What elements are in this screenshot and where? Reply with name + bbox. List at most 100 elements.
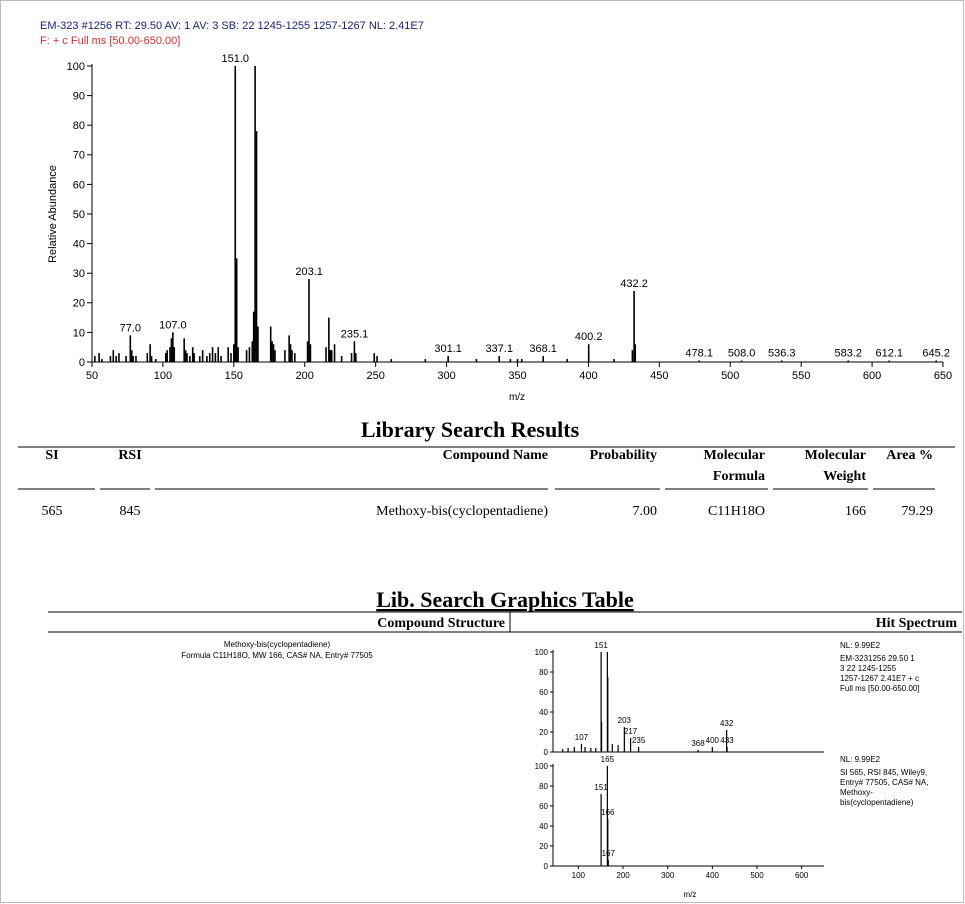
x-tick-label: 500: [721, 370, 739, 382]
peak-label: 612.1: [875, 348, 903, 360]
peak-label: 583.2: [834, 348, 862, 360]
peak-label: 508.0: [728, 348, 756, 360]
spectrum-note: bis(cyclopentadiene): [840, 798, 914, 807]
y-tick-label: 10: [73, 327, 85, 339]
peak-label: 645.2: [922, 348, 950, 360]
y-tick-label: 70: [73, 150, 85, 162]
peak-label: 203: [618, 716, 632, 725]
spectrum-note: Full ms [50.00-650.00]: [840, 684, 920, 693]
peak-label: 478.1: [685, 348, 713, 360]
peak-label: 107: [575, 733, 589, 742]
y-tick-label: 100: [535, 762, 549, 771]
column-header: Compound Structure: [377, 616, 505, 631]
y-tick-label: 0: [544, 748, 549, 757]
y-tick-label: 20: [539, 842, 548, 851]
y-tick-label: 90: [73, 90, 85, 102]
column-header: Hit Spectrum: [876, 616, 958, 631]
spectrum-header: EM-323 #1256 RT: 29.50 AV: 1 AV: 3 SB: 2…: [40, 20, 424, 32]
peak-label: 301.1: [434, 343, 462, 355]
y-tick-label: 50: [73, 209, 85, 221]
spectrum-note: NL: 9.99E2: [840, 641, 881, 650]
x-tick-label: 600: [863, 370, 881, 382]
peak-label: 536.3: [768, 348, 796, 360]
x-tick-label: 200: [616, 871, 630, 880]
peak-label: 235: [632, 736, 646, 745]
x-tick-label: 50: [86, 370, 98, 382]
peak-label: 400: [706, 736, 720, 745]
column-header: SI: [45, 448, 58, 463]
spectrum-note: Methoxy-: [840, 788, 873, 797]
peak-label: 151.0: [221, 53, 249, 65]
spectrum-note: SI 565, RSI 845, Wiley9,: [840, 768, 927, 777]
scan-filter: F: + c Full ms [50.00-650.00]: [40, 35, 180, 47]
spectrum-note: 3 22 1245-1255: [840, 664, 897, 673]
table-cell: 166: [845, 504, 866, 519]
x-tick-label: 200: [296, 370, 314, 382]
column-header: Compound Name: [443, 448, 548, 463]
y-tick-label: 40: [539, 708, 548, 717]
peak-label: 368: [691, 739, 705, 748]
section-title: Library Search Results: [361, 417, 580, 442]
y-axis-label: Relative Abundance: [47, 165, 59, 263]
x-axis-label: m/z: [684, 890, 697, 899]
column-header: Probability: [590, 448, 657, 463]
peak-label: 165: [601, 755, 615, 764]
column-header: Formula: [713, 469, 765, 484]
y-tick-label: 100: [535, 648, 549, 657]
y-tick-label: 0: [79, 357, 85, 369]
peak-label: 203.1: [295, 266, 323, 278]
peak-label: 217: [624, 727, 638, 736]
table-cell: 565: [42, 504, 63, 519]
compound-text: Methoxy-bis(cyclopentadiene): [224, 640, 331, 649]
peak-label: 77.0: [120, 322, 141, 334]
y-tick-label: 60: [73, 179, 85, 191]
x-tick-label: 600: [795, 871, 809, 880]
peak-label: 151: [594, 641, 608, 650]
peak-label: 167: [602, 849, 616, 858]
spectrum-note: Entry# 77505, CAS# NA,: [840, 778, 929, 787]
table-cell: 7.00: [633, 504, 658, 519]
peak-label: 107.0: [159, 319, 187, 331]
peak-label: 337.1: [485, 343, 513, 355]
section-title: Lib. Search Graphics Table: [376, 587, 634, 612]
x-tick-label: 500: [750, 871, 764, 880]
y-tick-label: 80: [73, 120, 85, 132]
y-tick-label: 40: [73, 238, 85, 250]
y-tick-label: 60: [539, 802, 548, 811]
spectrum-note: EM-3231256 29.50 1: [840, 654, 915, 663]
x-tick-label: 450: [650, 370, 668, 382]
spectrum-note: NL: 9.99E2: [840, 755, 881, 764]
column-header: Molecular: [805, 448, 866, 463]
table-cell: 79.29: [902, 504, 934, 519]
column-header: Weight: [823, 469, 866, 484]
y-tick-label: 80: [539, 668, 548, 677]
y-tick-label: 100: [67, 61, 85, 73]
y-tick-label: 40: [539, 822, 548, 831]
x-tick-label: 100: [154, 370, 172, 382]
x-tick-label: 300: [437, 370, 455, 382]
peak-label: 151: [594, 783, 608, 792]
table-cell: 845: [120, 504, 141, 519]
x-tick-label: 250: [366, 370, 384, 382]
compound-text: Formula C11H18O, MW 166, CAS# NA, Entry#…: [181, 651, 373, 660]
x-axis-label: m/z: [509, 392, 525, 403]
y-tick-label: 20: [73, 298, 85, 310]
peak-label: 432: [720, 719, 734, 728]
x-tick-label: 150: [225, 370, 243, 382]
table-cell: C11H18O: [708, 504, 765, 519]
peak-label: 433: [720, 736, 734, 745]
peak-label: 166: [601, 808, 615, 817]
x-tick-label: 650: [934, 370, 952, 382]
x-tick-label: 350: [508, 370, 526, 382]
column-header: Area %: [886, 448, 933, 463]
y-tick-label: 60: [539, 688, 548, 697]
y-tick-label: 80: [539, 782, 548, 791]
x-tick-label: 400: [579, 370, 597, 382]
x-tick-label: 100: [572, 871, 586, 880]
y-tick-label: 20: [539, 728, 548, 737]
table-cell: Methoxy-bis(cyclopentadiene): [376, 504, 548, 519]
y-tick-label: 0: [544, 862, 549, 871]
column-header: Molecular: [704, 448, 765, 463]
